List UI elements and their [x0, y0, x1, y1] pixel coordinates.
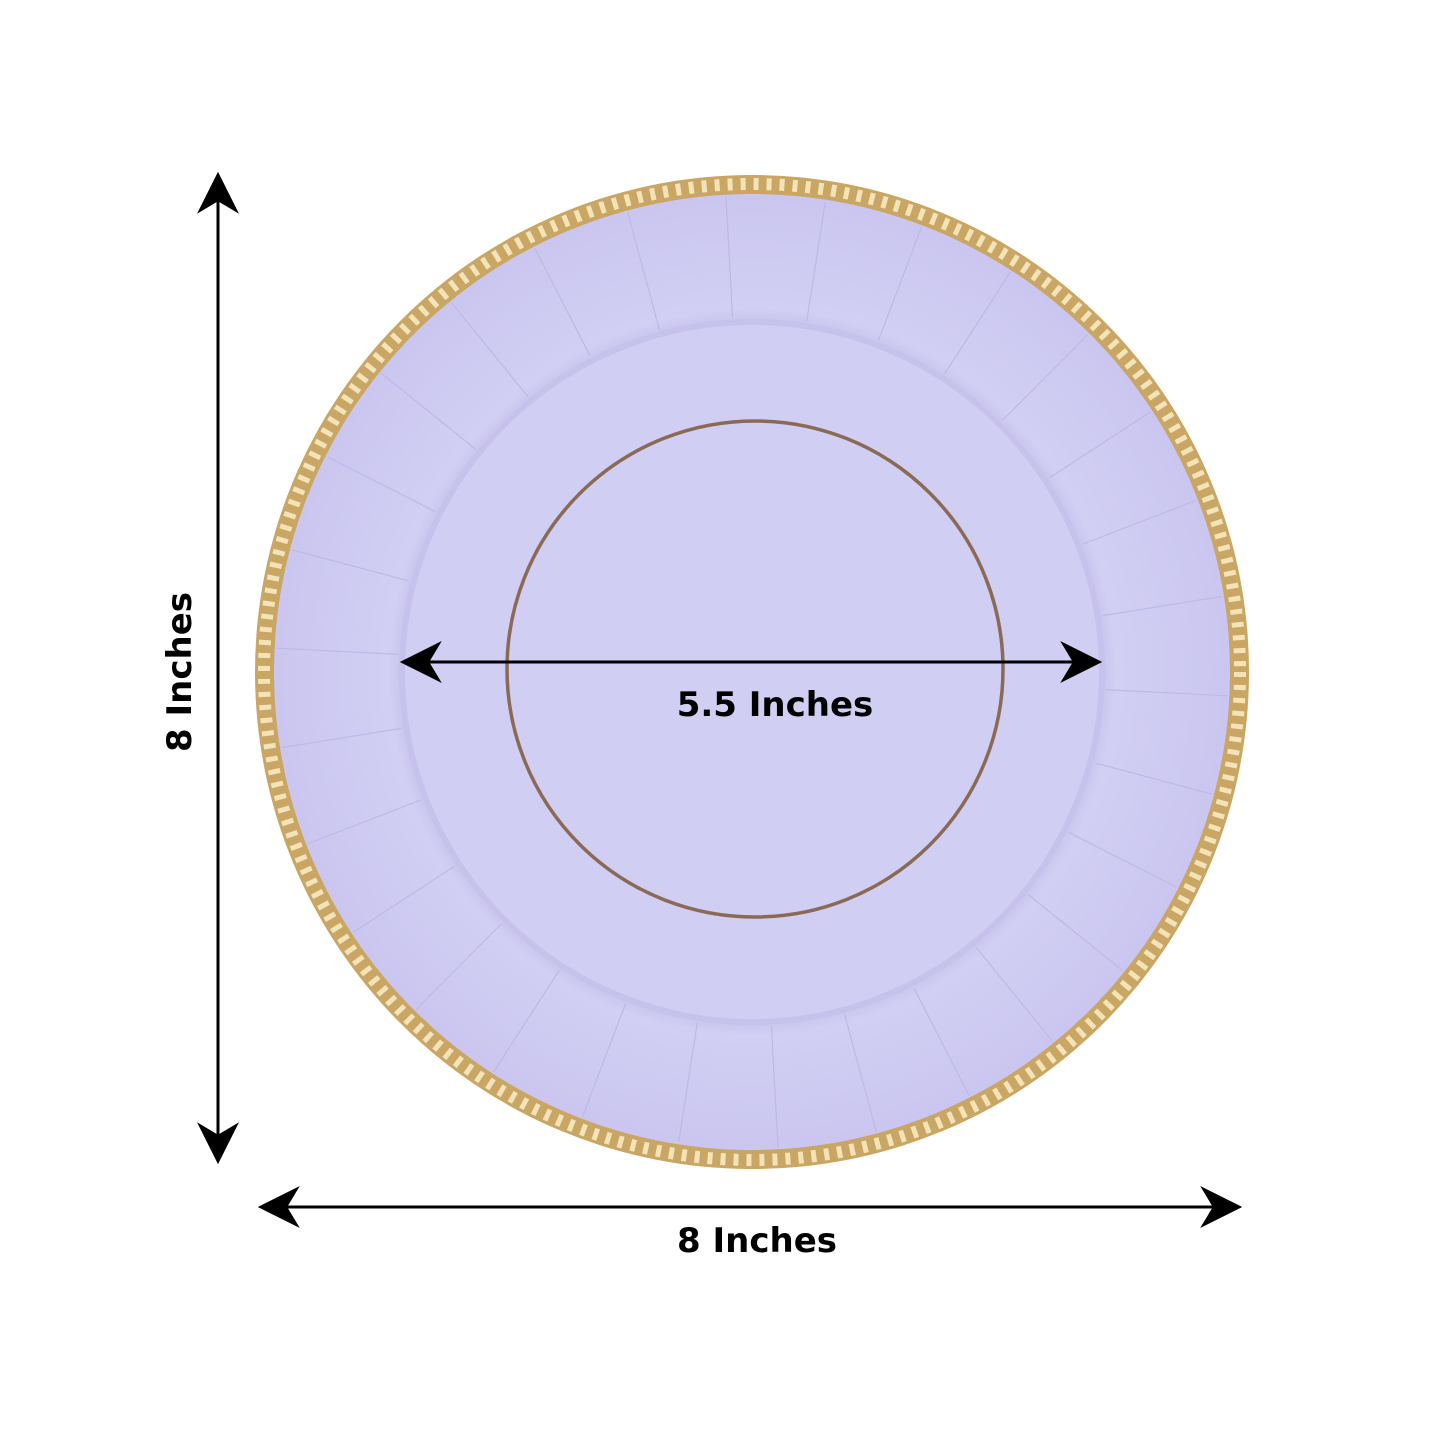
plate-fold-line: [844, 1014, 877, 1132]
plate-fold-line: [944, 271, 1011, 375]
plate-fold-line: [806, 201, 826, 322]
inner-diameter-label: 5.5 Inches: [676, 685, 874, 725]
plate-fold-line: [327, 456, 436, 513]
plate-fold-line: [534, 248, 591, 357]
plate-fold-line: [877, 227, 923, 341]
plate-fold-line: [276, 647, 398, 655]
width-label: 8 Inches: [676, 1221, 838, 1261]
plate-fold-line: [1102, 595, 1223, 617]
plate-fold-line: [281, 727, 402, 749]
gold-rim-ridges: [258, 178, 1246, 1166]
plate-fold-line: [353, 865, 456, 933]
plate-fold-line: [493, 969, 560, 1073]
plate-fold-line: [415, 923, 502, 1010]
plate-fold-line: [1048, 411, 1151, 479]
height-label: 8 Inches: [160, 591, 200, 753]
plate-fold-line: [307, 799, 422, 845]
plate-flutes: [276, 196, 1228, 1148]
plate-fold-line: [451, 302, 529, 398]
plate-fold-line: [770, 1026, 779, 1148]
plate-fold-line: [975, 946, 1053, 1042]
plate-fold-line: [913, 987, 970, 1096]
plate-fold-line: [291, 549, 410, 582]
plate-fold-line: [581, 1003, 627, 1117]
plate-fold-line: [1094, 762, 1213, 795]
plate-fold-line: [627, 212, 660, 330]
plate-fold-line: [1028, 894, 1124, 972]
plate-fold-line: [1082, 499, 1197, 545]
plate-fold-line: [380, 372, 476, 450]
plate-fold-line: [1106, 689, 1228, 697]
plate-fold-line: [678, 1022, 698, 1143]
plate-fold-line: [1068, 831, 1177, 888]
plate-fold-line: [725, 196, 734, 318]
plate-fold-line: [1002, 334, 1089, 421]
